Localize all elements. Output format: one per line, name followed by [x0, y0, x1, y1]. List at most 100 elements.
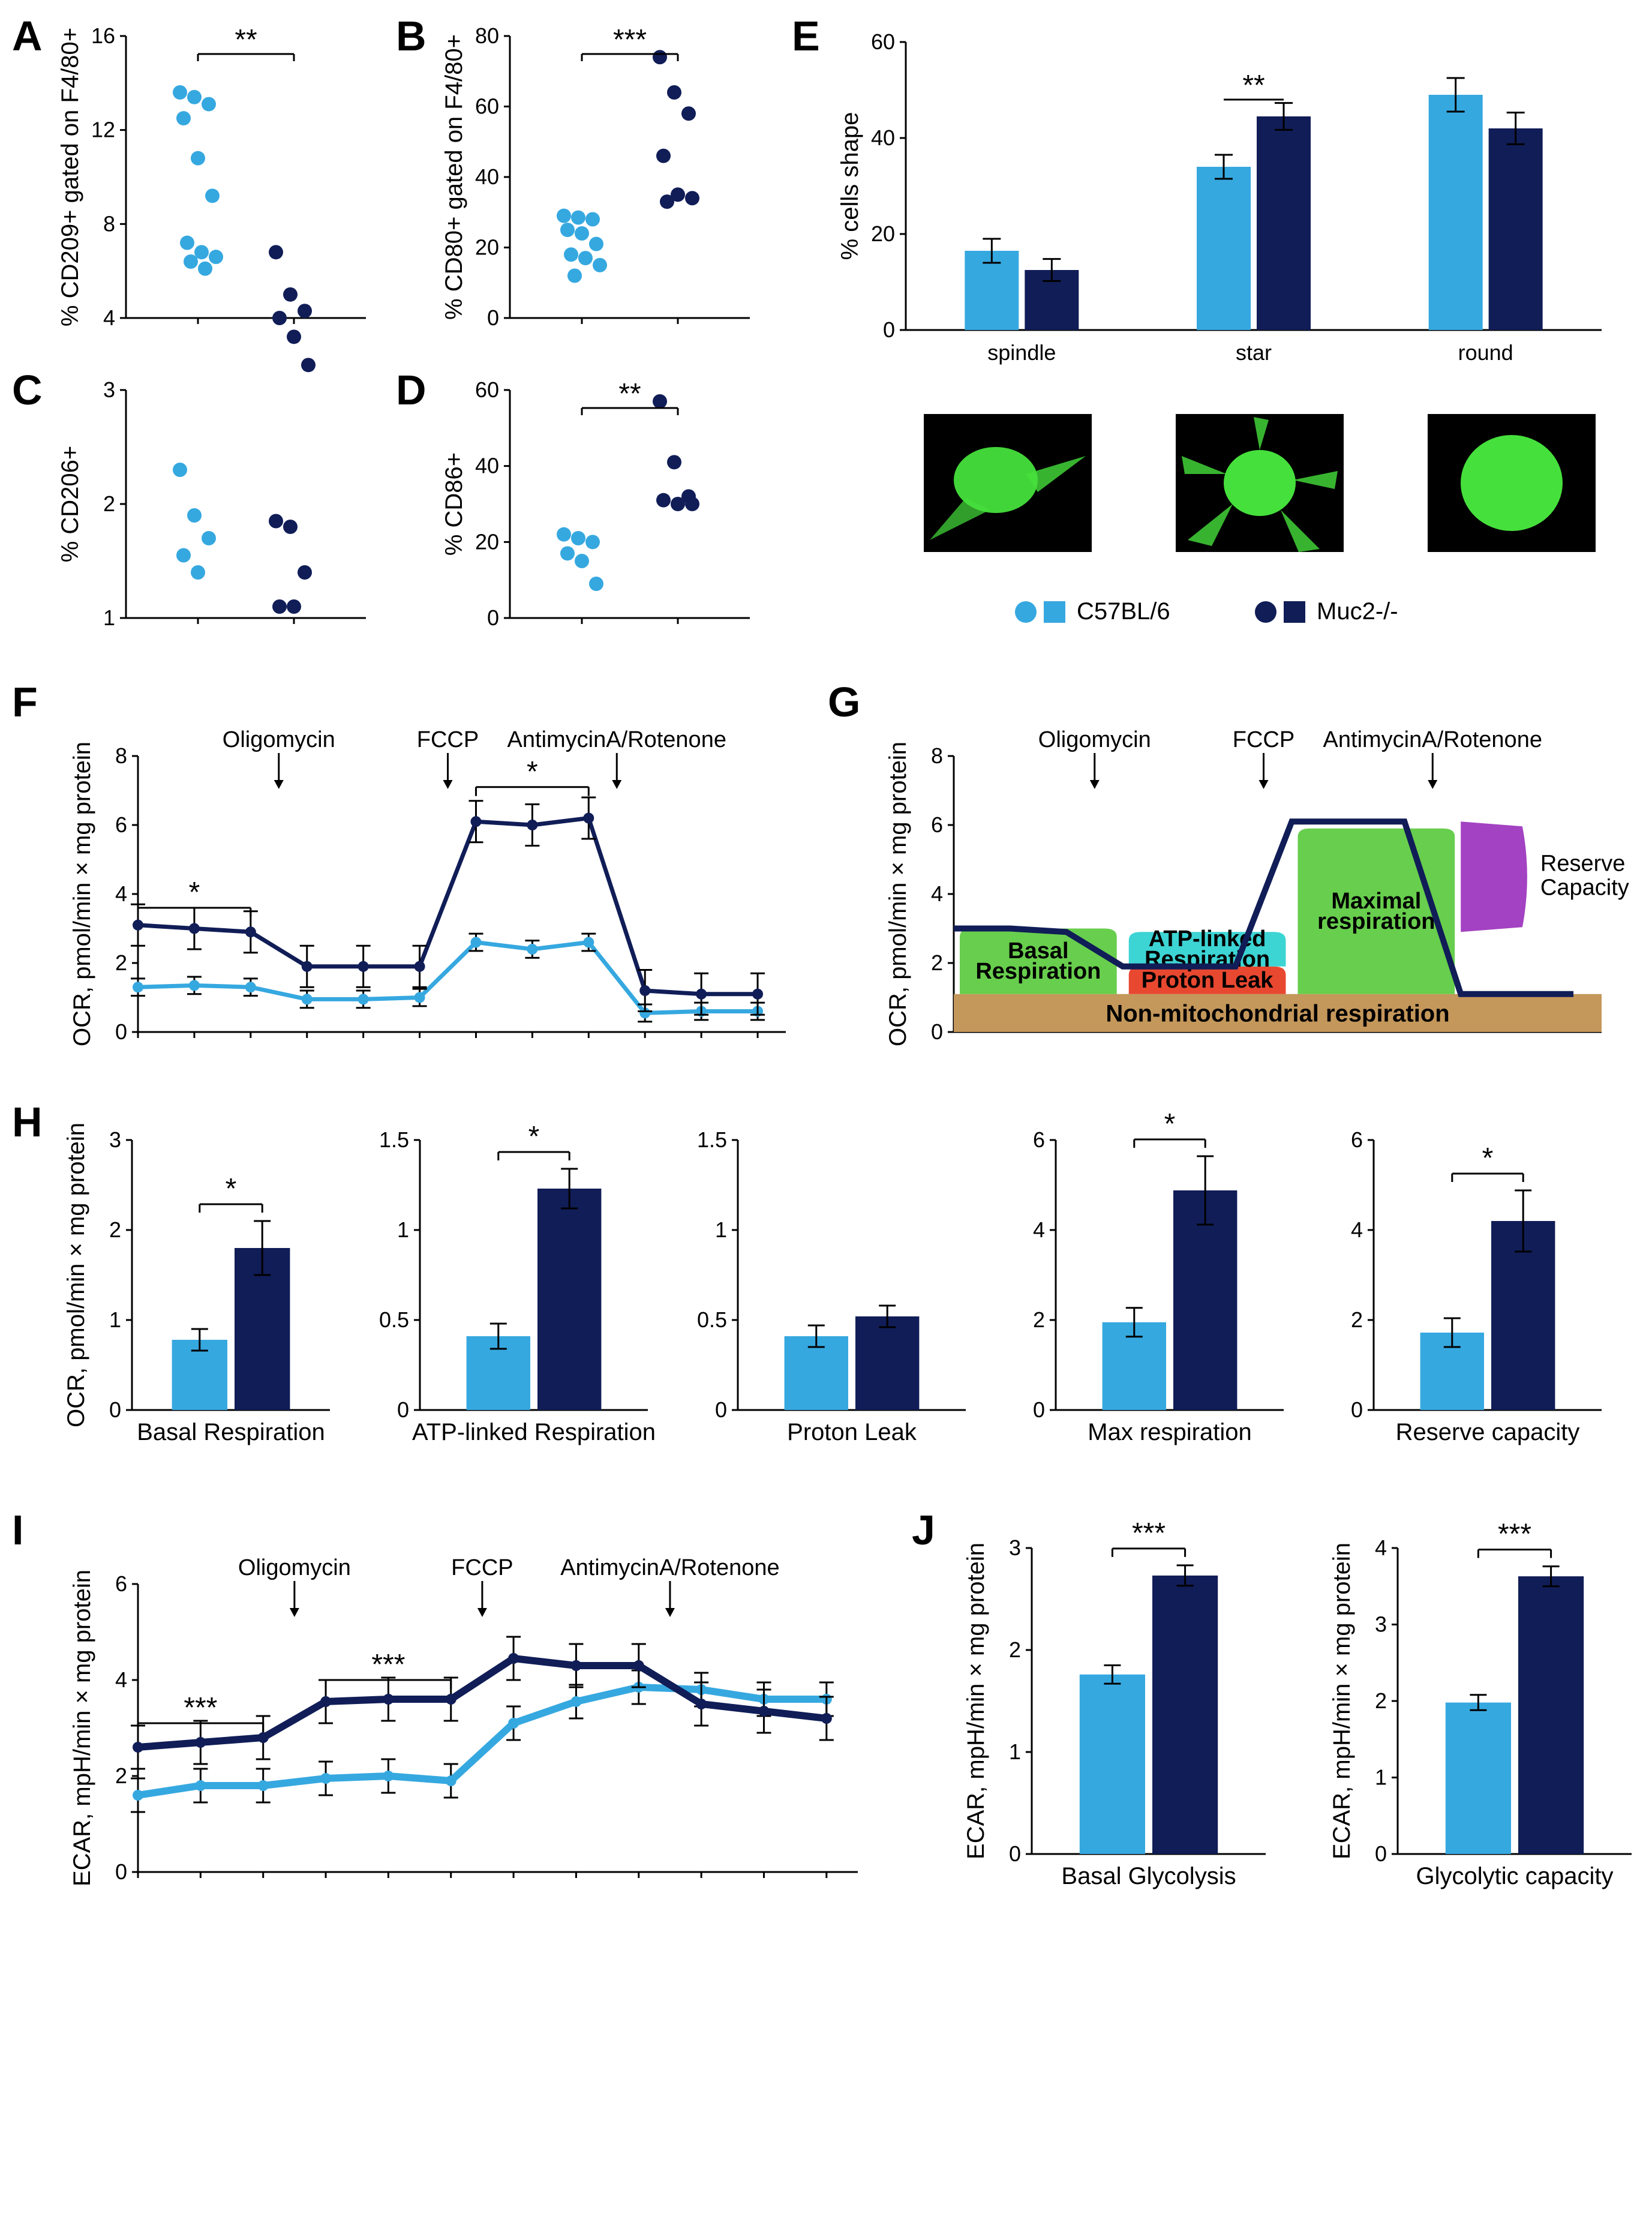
svg-text:3: 3 [103, 377, 115, 402]
svg-text:Capacity: Capacity [1540, 875, 1629, 900]
panel-letter-F: F [12, 678, 38, 726]
svg-text:0.5: 0.5 [379, 1307, 409, 1332]
svg-text:*: * [189, 877, 200, 908]
svg-text:2: 2 [109, 1217, 121, 1242]
svg-text:***: *** [613, 24, 647, 56]
svg-text:**: ** [1242, 70, 1264, 101]
svg-text:Proton Leak: Proton Leak [787, 1419, 917, 1445]
panel-letter-J: J [912, 1506, 935, 1554]
svg-text:0: 0 [931, 1019, 943, 1044]
svg-text:C57BL/6: C57BL/6 [1077, 598, 1170, 625]
bar-subpanel: 0123OCR, pmol/min × mg protein*Basal Res… [48, 1110, 348, 1458]
svg-text:6: 6 [1033, 1127, 1045, 1152]
svg-text:Muc2-/-: Muc2-/- [1317, 598, 1398, 625]
svg-text:4: 4 [1375, 1535, 1387, 1560]
svg-text:2: 2 [1009, 1637, 1021, 1662]
panel-letter-B: B [396, 12, 426, 60]
svg-text:3: 3 [1009, 1535, 1021, 1560]
svg-text:0: 0 [487, 305, 499, 330]
svg-text:AntimycinA/Rotenone: AntimycinA/Rotenone [507, 727, 726, 752]
svg-text:***: *** [1132, 1517, 1166, 1549]
panel-letter-C: C [12, 366, 43, 414]
svg-text:2: 2 [931, 950, 943, 975]
svg-text:20: 20 [475, 529, 499, 554]
svg-text:2: 2 [1375, 1688, 1387, 1713]
svg-text:4: 4 [1033, 1217, 1045, 1242]
svg-text:16: 16 [91, 23, 115, 48]
svg-text:0: 0 [715, 1397, 727, 1422]
svg-text:2: 2 [115, 950, 127, 975]
bar-subpanel: 0246*Max respiration [1002, 1110, 1302, 1458]
svg-text:1: 1 [1375, 1765, 1387, 1790]
svg-text:% cells shape: % cells shape [837, 112, 863, 260]
svg-text:1: 1 [715, 1217, 727, 1242]
svg-text:0: 0 [1375, 1841, 1387, 1866]
svg-text:Reserve: Reserve [1540, 851, 1626, 876]
figure-legend: C57BL/6 Muc2-/- [1008, 588, 1548, 636]
svg-text:% CD80+ gated on F4/80+: % CD80+ gated on F4/80+ [441, 34, 467, 320]
svg-text:1: 1 [103, 605, 115, 630]
svg-text:1: 1 [109, 1307, 121, 1332]
svg-text:12: 12 [91, 118, 115, 142]
svg-text:Oligomycin: Oligomycin [238, 1555, 351, 1580]
svg-text:0: 0 [397, 1397, 409, 1422]
svg-text:**: ** [618, 378, 641, 410]
svg-text:OCR, pmol/min × mg protein: OCR, pmol/min × mg protein [63, 1123, 89, 1427]
svg-text:60: 60 [475, 377, 499, 402]
svg-text:AntimycinA/Rotenone: AntimycinA/Rotenone [1323, 727, 1542, 752]
svg-text:FCCP: FCCP [451, 1555, 513, 1580]
svg-text:FCCP: FCCP [1233, 727, 1294, 752]
svg-text:4: 4 [931, 881, 943, 906]
svg-text:8: 8 [931, 743, 943, 768]
svg-text:OCR, pmol/min × mg protein: OCR, pmol/min × mg protein [885, 742, 911, 1046]
scatter-panel: 0204060% CD86+** [432, 378, 762, 642]
cell-image-round [1428, 414, 1596, 552]
svg-text:2: 2 [103, 491, 115, 516]
bar-subpanel: 0123ECAR, mpH/min × mg protein***Basal G… [948, 1518, 1284, 1902]
svg-text:% CD206+: % CD206+ [57, 446, 83, 563]
svg-text:0: 0 [1009, 1841, 1021, 1866]
svg-text:Basal Respiration: Basal Respiration [137, 1419, 325, 1445]
svg-text:ECAR, mpH/min × mg protein: ECAR, mpH/min × mg protein [69, 1570, 95, 1886]
bar-subpanel: 00.511.5*ATP-linked Respiration [366, 1110, 666, 1458]
svg-text:4: 4 [103, 305, 115, 330]
svg-text:*: * [1482, 1142, 1494, 1174]
svg-text:1: 1 [397, 1217, 409, 1242]
svg-text:2: 2 [1033, 1307, 1045, 1332]
svg-text:Basal Glycolysis: Basal Glycolysis [1061, 1863, 1236, 1889]
svg-text:1: 1 [1009, 1739, 1021, 1764]
svg-text:2: 2 [1351, 1307, 1363, 1332]
svg-text:0: 0 [115, 1019, 127, 1044]
scatter-panel: 020406080% CD80+ gated on F4/80+*** [432, 24, 762, 342]
svg-text:star: star [1236, 340, 1272, 365]
svg-text:0: 0 [487, 605, 499, 630]
svg-text:% CD86+: % CD86+ [441, 452, 467, 556]
svg-text:6: 6 [931, 812, 943, 837]
cell-image-spindle [924, 414, 1092, 552]
svg-text:20: 20 [475, 235, 499, 260]
svg-text:*: * [1164, 1108, 1176, 1140]
panel-letter-G: G [828, 678, 860, 726]
svg-text:% CD209+ gated on F4/80+: % CD209+ gated on F4/80+ [57, 28, 83, 326]
svg-text:respiration: respiration [1317, 909, 1435, 934]
svg-text:80: 80 [475, 23, 499, 48]
svg-text:0: 0 [1033, 1397, 1045, 1422]
svg-text:3: 3 [109, 1127, 121, 1152]
svg-text:***: *** [184, 1692, 217, 1724]
panel-letter-H: H [12, 1098, 43, 1146]
panel-letter-D: D [396, 366, 426, 414]
svg-text:ECAR, mpH/min × mg protein: ECAR, mpH/min × mg protein [1329, 1543, 1355, 1859]
panel-E-bars: 0204060% cells shapespindlestarround** [828, 24, 1620, 384]
svg-text:4: 4 [115, 881, 127, 906]
line-panel: 0246ECAR, mpH/min × mg proteinOligomycin… [48, 1518, 876, 1902]
svg-text:round: round [1458, 340, 1513, 365]
svg-text:Oligomycin: Oligomycin [223, 727, 335, 752]
svg-text:40: 40 [475, 164, 499, 189]
svg-text:FCCP: FCCP [417, 727, 479, 752]
svg-text:4: 4 [115, 1667, 127, 1692]
svg-text:Non-mitochondrial respiration: Non-mitochondrial respiration [1106, 1000, 1449, 1027]
svg-text:0: 0 [883, 317, 895, 342]
svg-text:0.5: 0.5 [697, 1307, 727, 1332]
panel-G-schematic: 0 2 4 6 8 OCR, pmol/min × mg protein Non-mitoc… [864, 690, 1620, 1062]
svg-text:20: 20 [871, 221, 895, 246]
